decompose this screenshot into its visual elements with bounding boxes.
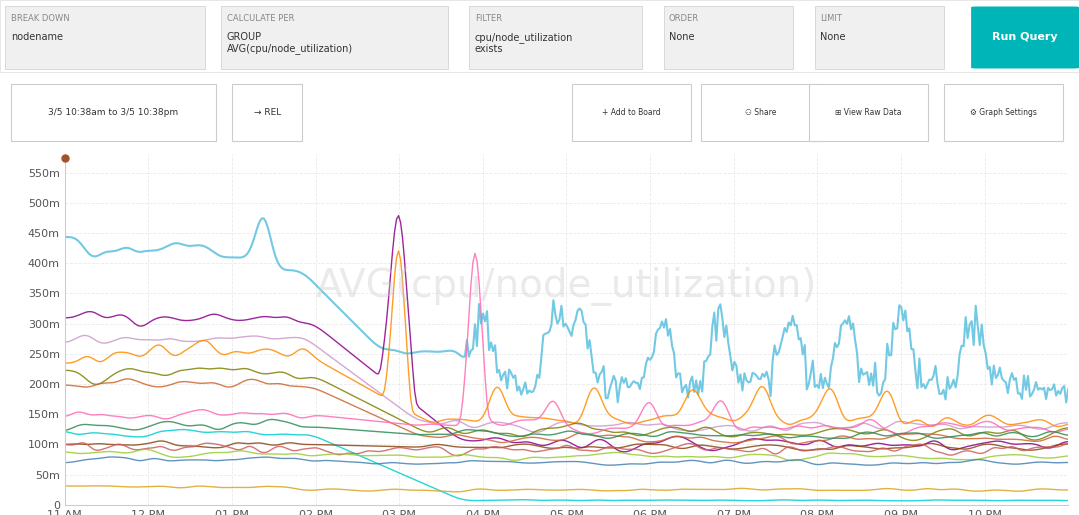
FancyBboxPatch shape bbox=[815, 6, 944, 69]
Text: nodename: nodename bbox=[11, 32, 63, 42]
FancyBboxPatch shape bbox=[11, 83, 216, 141]
Text: None: None bbox=[669, 32, 695, 42]
Text: ⊞ View Raw Data: ⊞ View Raw Data bbox=[835, 108, 902, 117]
Text: AVG(cpu/node_utilization): AVG(cpu/node_utilization) bbox=[316, 267, 817, 305]
Text: → REL: → REL bbox=[254, 108, 282, 117]
Text: FILTER: FILTER bbox=[475, 14, 502, 23]
Text: CALCULATE PER: CALCULATE PER bbox=[227, 14, 293, 23]
FancyBboxPatch shape bbox=[232, 83, 302, 141]
FancyBboxPatch shape bbox=[572, 83, 691, 141]
Text: ORDER: ORDER bbox=[669, 14, 699, 23]
Text: cpu/node_utilization
exists: cpu/node_utilization exists bbox=[475, 32, 573, 54]
FancyBboxPatch shape bbox=[664, 6, 793, 69]
FancyBboxPatch shape bbox=[701, 83, 820, 141]
FancyBboxPatch shape bbox=[971, 7, 1079, 68]
Text: GROUP
AVG(cpu/node_utilization): GROUP AVG(cpu/node_utilization) bbox=[227, 32, 353, 54]
Text: BREAK DOWN: BREAK DOWN bbox=[11, 14, 69, 23]
FancyBboxPatch shape bbox=[5, 6, 205, 69]
FancyBboxPatch shape bbox=[469, 6, 642, 69]
Text: ⚙ Graph Settings: ⚙ Graph Settings bbox=[970, 108, 1037, 117]
Text: ⚇ Share: ⚇ Share bbox=[745, 108, 777, 117]
FancyBboxPatch shape bbox=[221, 6, 448, 69]
FancyBboxPatch shape bbox=[0, 0, 1079, 72]
FancyBboxPatch shape bbox=[944, 83, 1063, 141]
Text: None: None bbox=[820, 32, 846, 42]
Text: Run Query: Run Query bbox=[993, 32, 1057, 43]
Text: 3/5 10:38am to 3/5 10:38pm: 3/5 10:38am to 3/5 10:38pm bbox=[49, 108, 178, 117]
Text: LIMIT: LIMIT bbox=[820, 14, 842, 23]
Text: + Add to Board: + Add to Board bbox=[602, 108, 660, 117]
FancyBboxPatch shape bbox=[809, 83, 928, 141]
